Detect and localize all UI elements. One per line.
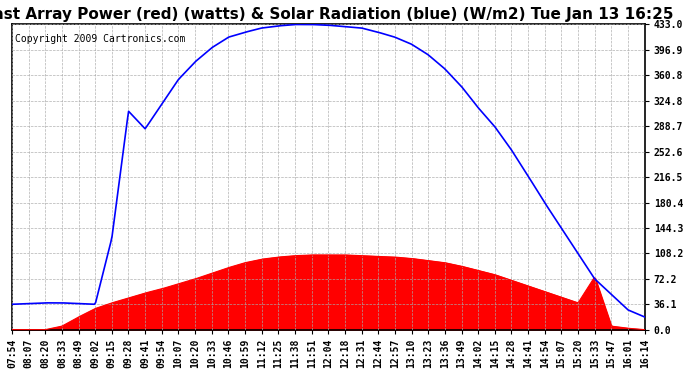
Text: Copyright 2009 Cartronics.com: Copyright 2009 Cartronics.com [15,34,186,44]
Title: East Array Power (red) (watts) & Solar Radiation (blue) (W/m2) Tue Jan 13 16:25: East Array Power (red) (watts) & Solar R… [0,7,673,22]
